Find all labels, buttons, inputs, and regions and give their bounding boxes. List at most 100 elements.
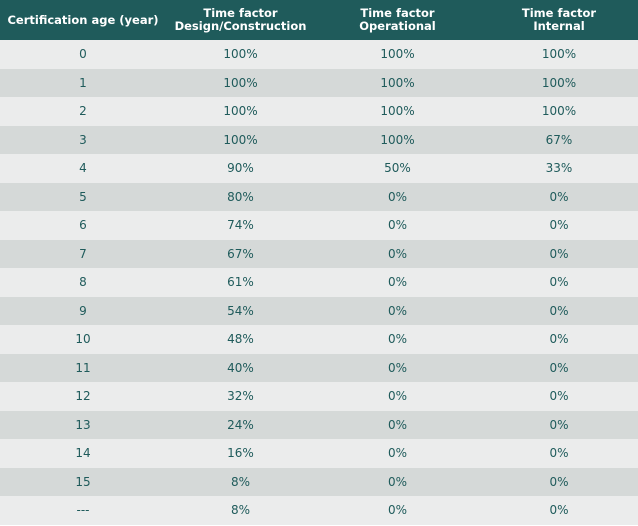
table-cell: 0% — [315, 325, 480, 354]
header-text: Certification age (year) — [7, 12, 159, 27]
table-cell: 33% — [480, 154, 638, 183]
table-row: 3 100% 100% 67% — [0, 125, 638, 154]
table-cell: 24% — [166, 410, 315, 439]
table-cell: 14 — [0, 439, 166, 468]
table-row: 10 48% 0% 0% — [0, 325, 638, 354]
table-cell: 1 — [0, 68, 166, 97]
table-row: 6 74% 0% 0% — [0, 211, 638, 240]
table-cell: 100% — [166, 40, 315, 69]
table-cell: 100% — [480, 97, 638, 126]
table-cell: 0% — [315, 410, 480, 439]
table-cell: 100% — [166, 97, 315, 126]
table-cell: 0% — [315, 296, 480, 325]
table-cell: 0% — [315, 382, 480, 411]
table-cell: 11 — [0, 353, 166, 382]
table-cell: 48% — [166, 325, 315, 354]
table-cell: 10 — [0, 325, 166, 354]
table-cell: 67% — [480, 125, 638, 154]
table-cell: 5 — [0, 182, 166, 211]
table-cell: 0% — [315, 439, 480, 468]
header-cell: Certification age (year) — [0, 0, 166, 40]
table-cell: 0% — [480, 410, 638, 439]
table-cell: 7 — [0, 239, 166, 268]
table-body: 0 100% 100% 100% 1 100% 100% 100% 2 100% 100% 100% 3… — [0, 40, 638, 525]
table-cell: 100% — [166, 68, 315, 97]
table-cell: 100% — [315, 125, 480, 154]
header-text: Time factor — [360, 6, 435, 20]
table-cell: 0% — [480, 325, 638, 354]
table-cell: 90% — [166, 154, 315, 183]
header-cell: Time factor Design/Construction — [166, 0, 315, 40]
table-cell: 100% — [480, 40, 638, 69]
table-row: 9 54% 0% 0% — [0, 296, 638, 325]
table-cell: 0% — [315, 211, 480, 240]
table-cell: 0% — [480, 382, 638, 411]
table-cell: 4 — [0, 154, 166, 183]
table-cell: 0% — [480, 439, 638, 468]
table-row: 5 80% 0% 0% — [0, 182, 638, 211]
table-cell: 3 — [0, 125, 166, 154]
table-cell: 16% — [166, 439, 315, 468]
table-cell: 0% — [480, 467, 638, 496]
table-cell: 0% — [315, 496, 480, 525]
table-cell: 0% — [480, 239, 638, 268]
table-cell: 8 — [0, 268, 166, 297]
table-cell: 0% — [315, 353, 480, 382]
table-cell: 54% — [166, 296, 315, 325]
table-cell: --- — [0, 496, 166, 525]
header-row: Certification age (year) Time factor Desig… — [0, 0, 638, 40]
table-cell: 67% — [166, 239, 315, 268]
table-cell: 9 — [0, 296, 166, 325]
table-cell: 100% — [166, 125, 315, 154]
table-cell: 0% — [480, 496, 638, 525]
table-row: 8 61% 0% 0% — [0, 268, 638, 297]
table-row: 0 100% 100% 100% — [0, 40, 638, 69]
table-cell: 40% — [166, 353, 315, 382]
table-cell: 100% — [315, 97, 480, 126]
table-row: 4 90% 50% 33% — [0, 154, 638, 183]
table-cell: 61% — [166, 268, 315, 297]
header-cell: Time factor Operational — [315, 0, 480, 40]
table-cell: 2 — [0, 97, 166, 126]
table-cell: 50% — [315, 154, 480, 183]
table-cell: 8% — [166, 496, 315, 525]
table-cell: 15 — [0, 467, 166, 496]
header-cell: Time factor Internal — [480, 0, 638, 40]
table-row: 14 16% 0% 0% — [0, 439, 638, 468]
table-cell: 0% — [480, 296, 638, 325]
table-cell: 100% — [480, 68, 638, 97]
table-cell: 80% — [166, 182, 315, 211]
table-cell: 74% — [166, 211, 315, 240]
table-cell: 8% — [166, 467, 315, 496]
table-cell: 0% — [480, 211, 638, 240]
table-cell: 12 — [0, 382, 166, 411]
table-cell: 100% — [315, 68, 480, 97]
header-text: Operational — [359, 19, 436, 33]
table-cell: 6 — [0, 211, 166, 240]
header-text: Time factor — [203, 6, 278, 20]
table-cell: 0% — [480, 268, 638, 297]
table-cell: 0% — [315, 182, 480, 211]
table-cell: 13 — [0, 410, 166, 439]
table-cell: 0% — [315, 467, 480, 496]
header-text: Design/Construction — [174, 19, 307, 33]
table-row: 2 100% 100% 100% — [0, 97, 638, 126]
table-cell: 0% — [480, 353, 638, 382]
table-row: 13 24% 0% 0% — [0, 410, 638, 439]
table-cell: 0% — [315, 268, 480, 297]
table-row: 12 32% 0% 0% — [0, 382, 638, 411]
table-row: 11 40% 0% 0% — [0, 353, 638, 382]
table-cell: 100% — [315, 40, 480, 69]
table-row: 1 100% 100% 100% — [0, 68, 638, 97]
table-row: 7 67% 0% 0% — [0, 239, 638, 268]
table-cell: 0% — [315, 239, 480, 268]
header-text: Time factor — [521, 6, 597, 20]
table-row: --- 8% 0% 0% — [0, 496, 638, 525]
table-cell: 32% — [166, 382, 315, 411]
header-text: Internal — [533, 19, 585, 33]
table-cell: 0 — [0, 40, 166, 69]
table-cell: 0% — [480, 182, 638, 211]
table-row: 15 8% 0% 0% — [0, 467, 638, 496]
